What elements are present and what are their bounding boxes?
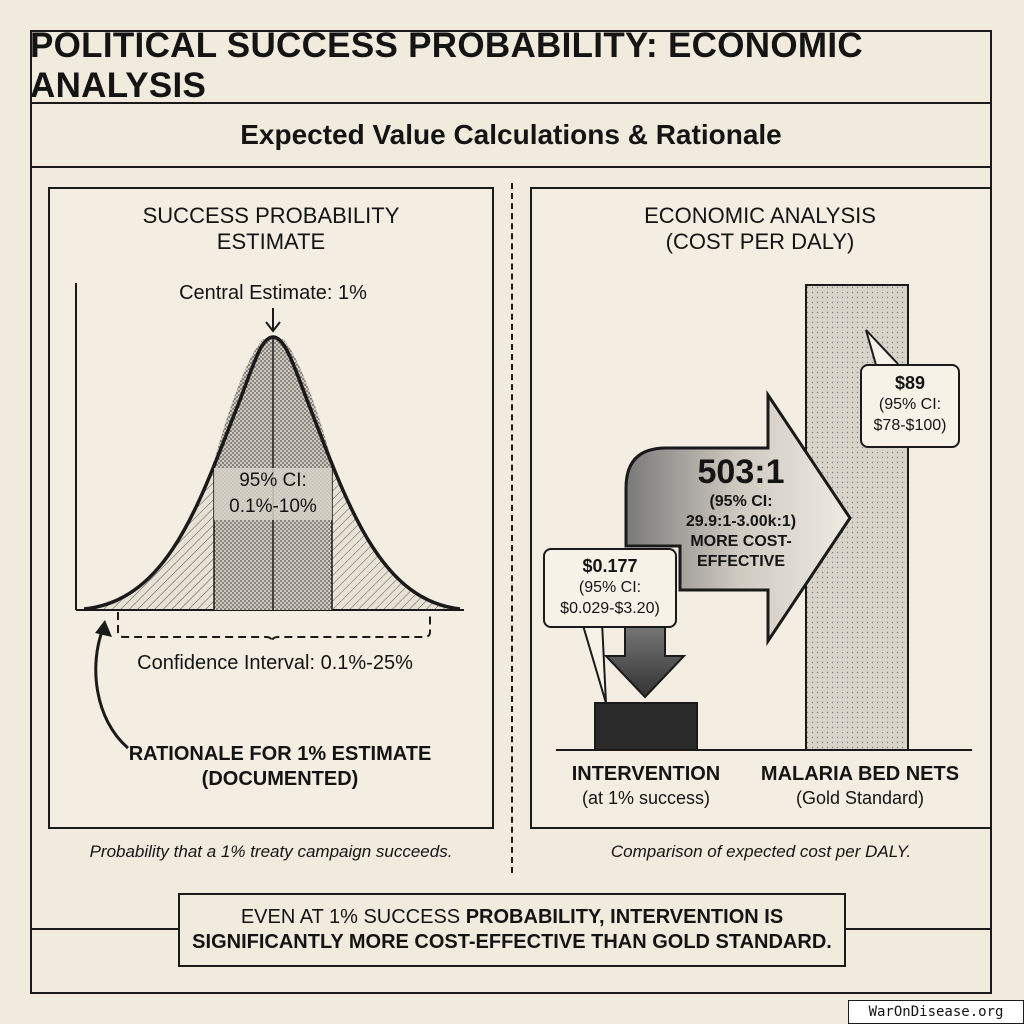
nets-label: MALARIA BED NETS [760, 763, 960, 785]
nets-axis-label: MALARIA BED NETS (Gold Standard) [750, 762, 970, 810]
intervention-ci-range: $0.029-$3.20) [560, 600, 660, 617]
probability-title-line1: SUCCESS PROBABILITY [142, 203, 400, 228]
intervention-bar [594, 702, 698, 751]
economic-title-line2: (COST PER DALY) [665, 229, 855, 254]
rationale-arrowhead [95, 620, 112, 637]
conclusion-line1-bold: PROBABILITY, INTERVENTION IS [465, 906, 784, 928]
subtitle-band: Expected Value Calculations & Rationale [30, 104, 992, 168]
probability-panel-title: SUCCESS PROBABILITY ESTIMATE [90, 203, 452, 255]
intervention-label: INTERVENTION [571, 763, 721, 785]
rationale-label: RATIONALE FOR 1% ESTIMATE (DOCUMENTED) [120, 742, 440, 792]
probability-caption: Probability that a 1% treaty campaign su… [89, 842, 453, 861]
conclusion-line2: SIGNIFICANTLY MORE COST-EFFECTIVE THAN G… [192, 931, 832, 953]
intervention-axis-label: INTERVENTION (at 1% success) [556, 762, 736, 810]
big-ratio-arrow [624, 390, 852, 646]
nets-callout: $89 (95% CI: $78-$100) [860, 364, 960, 448]
nets-sublabel: (Gold Standard) [795, 788, 925, 808]
conclusion-line1-plain: EVEN AT 1% SUCCESS [240, 906, 466, 928]
rationale-line1: RATIONALE FOR 1% ESTIMATE [128, 743, 432, 765]
ci95-line1: 95% CI: [239, 470, 307, 491]
nets-value: $89 [894, 373, 926, 393]
ratio-ci: (95% CI: [709, 493, 773, 510]
page-title: POLITICAL SUCCESS PROBABILITY: ECONOMIC … [30, 26, 863, 105]
nets-ci-range: $78-$100) [873, 417, 947, 434]
ratio-block: 503:1 (95% CI: 29.9:1-3.00k:1) MORE COST… [676, 452, 806, 572]
down-arrow [603, 624, 687, 699]
central-estimate-label: Central Estimate: 1% [179, 282, 367, 304]
economic-caption: Comparison of expected cost per DALY. [610, 842, 912, 861]
intervention-callout-tail [581, 621, 607, 704]
economic-title-line1: ECONOMIC ANALYSIS [644, 203, 876, 228]
rationale-arrow [94, 625, 129, 750]
ci-bracket [117, 612, 431, 643]
conclusion-line1: EVEN AT 1% SUCCESS PROBABILITY, INTERVEN… [241, 905, 783, 930]
center-divider [511, 183, 513, 873]
ratio-text-line1: MORE COST- [690, 533, 792, 550]
site-watermark: WarOnDisease.org [848, 1000, 1024, 1024]
central-arrow [265, 308, 281, 333]
ci95-label: 95% CI: 0.1%-10% [214, 468, 332, 520]
title-band: POLITICAL SUCCESS PROBABILITY: ECONOMIC … [30, 26, 992, 105]
intervention-ci: (95% CI: [578, 579, 642, 596]
conclusion-box: EVEN AT 1% SUCCESS PROBABILITY, INTERVEN… [178, 893, 846, 967]
ratio-ci-range: 29.9:1-3.00k:1) [685, 513, 797, 530]
nets-ci: (95% CI: [878, 396, 942, 413]
cost-comparison [556, 284, 972, 751]
nets-callout-tail [865, 329, 899, 373]
ratio-text-line2: EFFECTIVE [696, 553, 785, 570]
ratio-value: 503:1 [697, 453, 785, 491]
page-subtitle: Expected Value Calculations & Rationale [240, 119, 782, 150]
confidence-interval-label: Confidence Interval: 0.1%-25% [137, 652, 413, 674]
probability-title-line2: ESTIMATE [216, 229, 326, 254]
intervention-callout: $0.177 (95% CI: $0.029-$3.20) [543, 548, 677, 628]
rationale-line2: (DOCUMENTED) [201, 768, 359, 790]
intervention-sublabel: (at 1% success) [581, 788, 711, 808]
ci95-line2: 0.1%-10% [229, 496, 317, 517]
intervention-value: $0.177 [582, 556, 638, 576]
economic-panel-title: ECONOMIC ANALYSIS (COST PER DALY) [560, 203, 960, 255]
